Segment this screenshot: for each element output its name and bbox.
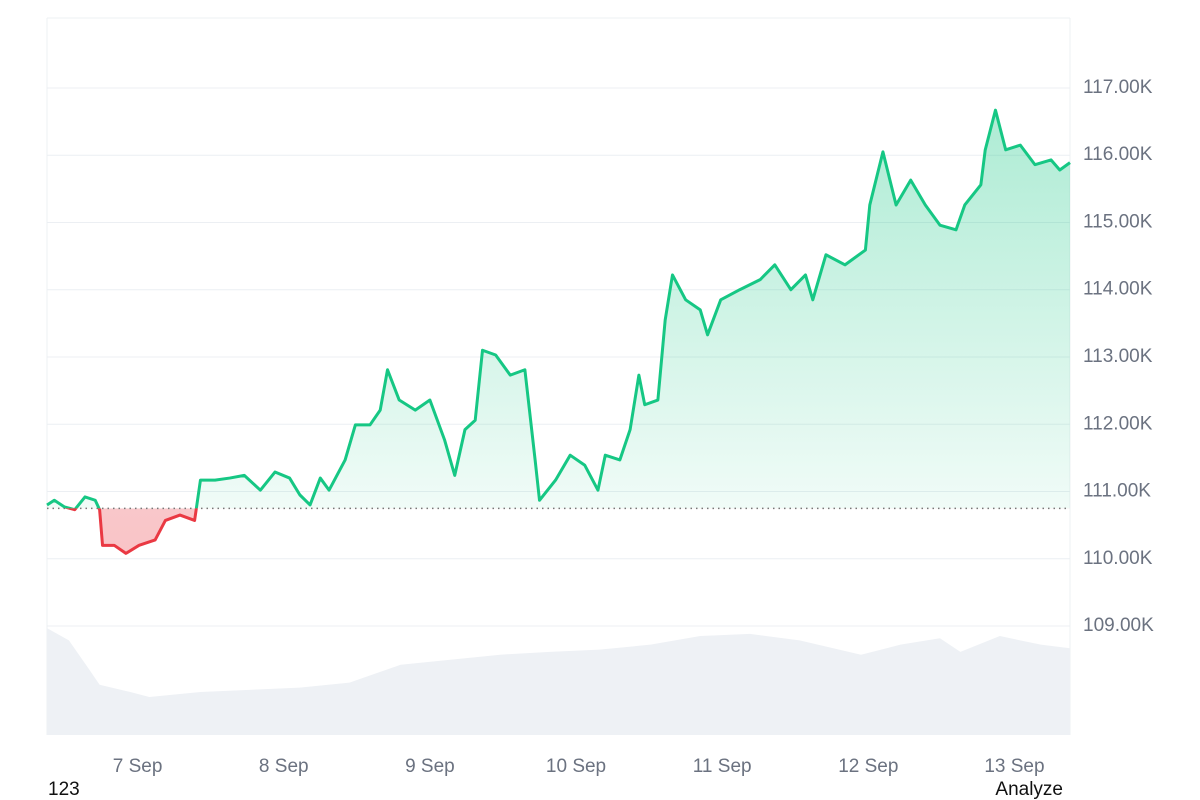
y-tick-label: 114.00K xyxy=(1083,279,1153,300)
x-tick-label: 9 Sep xyxy=(405,756,455,777)
price-line-down xyxy=(63,508,198,555)
plot xyxy=(46,87,1071,735)
y-tick-label: 113.00K xyxy=(1083,346,1153,367)
area-up xyxy=(47,110,1070,509)
y-tick-label: 109.00K xyxy=(1083,615,1154,636)
y-tick-label: 116.00K xyxy=(1083,144,1153,165)
x-tick-label: 12 Sep xyxy=(838,756,898,777)
x-tick-label: 7 Sep xyxy=(113,756,163,777)
footer-left: 123 xyxy=(48,779,80,800)
x-tick-label: 10 Sep xyxy=(546,756,606,777)
footer-right: Analyze xyxy=(995,779,1063,800)
y-tick-label: 112.00K xyxy=(1083,413,1153,434)
y-tick-label: 110.00K xyxy=(1083,548,1153,569)
x-tick-label: 11 Sep xyxy=(693,756,752,777)
y-tick-label: 111.00K xyxy=(1083,481,1151,502)
y-tick-label: 115.00K xyxy=(1083,211,1153,232)
price-line-up xyxy=(46,108,1071,509)
x-tick-label: 8 Sep xyxy=(259,756,309,777)
volume-area xyxy=(47,628,1070,735)
y-tick-label: 117.00K xyxy=(1083,77,1153,98)
x-tick-label: 13 Sep xyxy=(984,756,1044,777)
